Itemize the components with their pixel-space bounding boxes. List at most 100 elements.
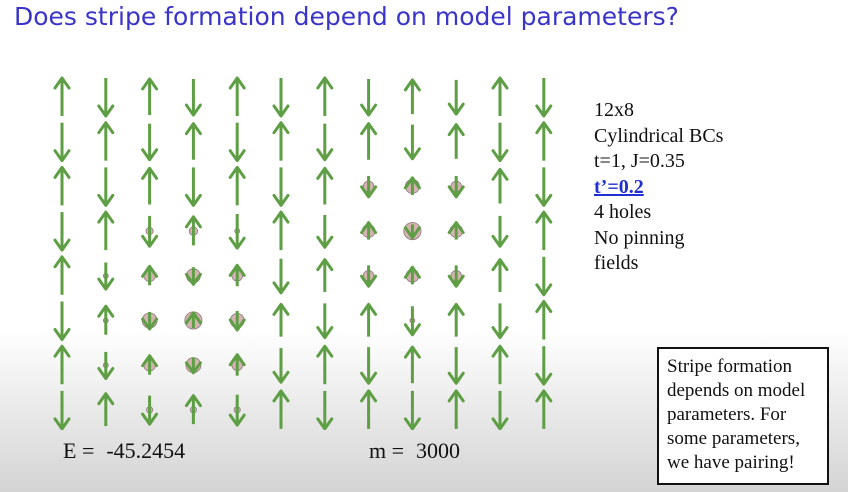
lattice-site: [272, 258, 290, 295]
lattice-site: [184, 167, 202, 207]
lattice-site: [272, 302, 290, 337]
lattice-site: [141, 395, 159, 426]
lattice-site: [491, 76, 509, 116]
arrow-head: [491, 326, 509, 340]
spin-lattice: [53, 76, 553, 430]
lattice-site: [272, 210, 290, 251]
lattice-site: [316, 166, 334, 205]
arrow-head: [447, 102, 465, 116]
arrow-head: [447, 274, 465, 288]
arrow-head: [535, 193, 553, 207]
arrow-head: [53, 255, 71, 269]
lattice-site: [228, 214, 246, 250]
arrow-head: [491, 76, 509, 90]
lattice-site: [53, 122, 71, 163]
arrow-head: [141, 148, 159, 162]
lattice-site: [360, 221, 378, 240]
arrow-head: [272, 389, 290, 403]
lattice-site: [360, 389, 378, 429]
lattice-site: [535, 300, 553, 340]
arrow-head: [184, 361, 202, 375]
lattice-site: [491, 390, 509, 430]
lattice-site: [535, 210, 553, 251]
slide-title: Does stripe formation depend on model pa…: [14, 2, 679, 31]
arrow-head: [228, 353, 246, 367]
arrow-head: [53, 417, 71, 430]
lattice-site: [272, 167, 290, 207]
arrow-head: [272, 104, 290, 118]
arrow-head: [272, 210, 290, 224]
lattice-site: [184, 267, 202, 286]
lattice-site: [228, 263, 246, 287]
lattice-site: [403, 222, 422, 241]
lattice-site: [360, 302, 378, 337]
hopping-params-label: t=1, J=0.35: [594, 150, 685, 172]
arrow-head: [228, 318, 246, 332]
lattice-site: [447, 265, 465, 288]
arrow-head: [272, 281, 290, 295]
lattice-site: [141, 215, 159, 248]
arrow-head: [141, 166, 159, 180]
lattice-site: [447, 175, 465, 199]
arrow-head: [97, 121, 115, 135]
arrow-head: [491, 417, 509, 430]
lattice-site: [184, 78, 202, 117]
arrow-head: [53, 149, 71, 163]
lattice-site: [360, 122, 378, 160]
arrow-head: [403, 147, 421, 161]
lattice-site: [535, 167, 553, 207]
arrow-head: [97, 193, 115, 207]
holes-label: 4 holes: [594, 201, 652, 223]
tprime-link[interactable]: t’=0.2: [594, 175, 644, 198]
lattice-site: [53, 76, 71, 116]
lattice-site: [97, 78, 115, 118]
lattice-site: [97, 210, 115, 251]
arrow-head: [535, 389, 553, 403]
arrow-head: [97, 392, 115, 406]
arrow-head: [228, 413, 246, 427]
arrow-head: [228, 76, 246, 90]
arrow-head: [403, 345, 421, 359]
lattice-site: [403, 306, 421, 337]
lattice-site: [141, 77, 159, 116]
lattice-site: [360, 347, 378, 385]
energy-readout: E = -45.2454: [63, 438, 185, 464]
arrow-head: [447, 185, 465, 199]
lattice-site: [53, 344, 71, 385]
lattice-size-label: 12x8: [594, 99, 634, 121]
arrow-head: [228, 165, 246, 179]
lattice-site: [316, 76, 334, 116]
lattice-site: [228, 76, 246, 116]
arrow-head: [316, 258, 334, 272]
arrow-head: [184, 272, 202, 286]
lattice-site: [403, 124, 421, 161]
conclusion-note: Stripe formation depends on model parame…: [657, 347, 829, 485]
arrow-head: [316, 235, 334, 249]
lattice-site: [447, 347, 465, 385]
lattice-site: [272, 348, 290, 384]
lattice-site: [97, 121, 115, 161]
arrow-head: [272, 193, 290, 207]
arrow-head: [53, 165, 71, 179]
arrow-head: [141, 412, 159, 426]
lattice-site: [184, 311, 203, 330]
lattice-site: [97, 392, 115, 427]
arrow-head: [360, 389, 378, 403]
parameter-list: 12x8 Cylindrical BCs t=1, J=0.35 t’=0.2 …: [594, 98, 723, 277]
lattice-site: [53, 165, 71, 206]
arrow-head: [447, 123, 465, 137]
arrow-head: [184, 394, 202, 408]
arrow-head: [141, 317, 159, 331]
arrow-head: [491, 234, 509, 248]
lattice-site: [316, 123, 334, 162]
arrow-head: [447, 221, 465, 235]
lattice-site: [141, 311, 159, 331]
lattice-site: [360, 175, 378, 199]
arrow-head: [97, 304, 115, 318]
lattice-site: [491, 167, 509, 204]
lattice-site: [535, 78, 553, 118]
arrow-head: [184, 193, 202, 207]
arrow-head: [360, 185, 378, 199]
arrow-head: [53, 76, 71, 90]
lattice-site: [228, 353, 246, 376]
